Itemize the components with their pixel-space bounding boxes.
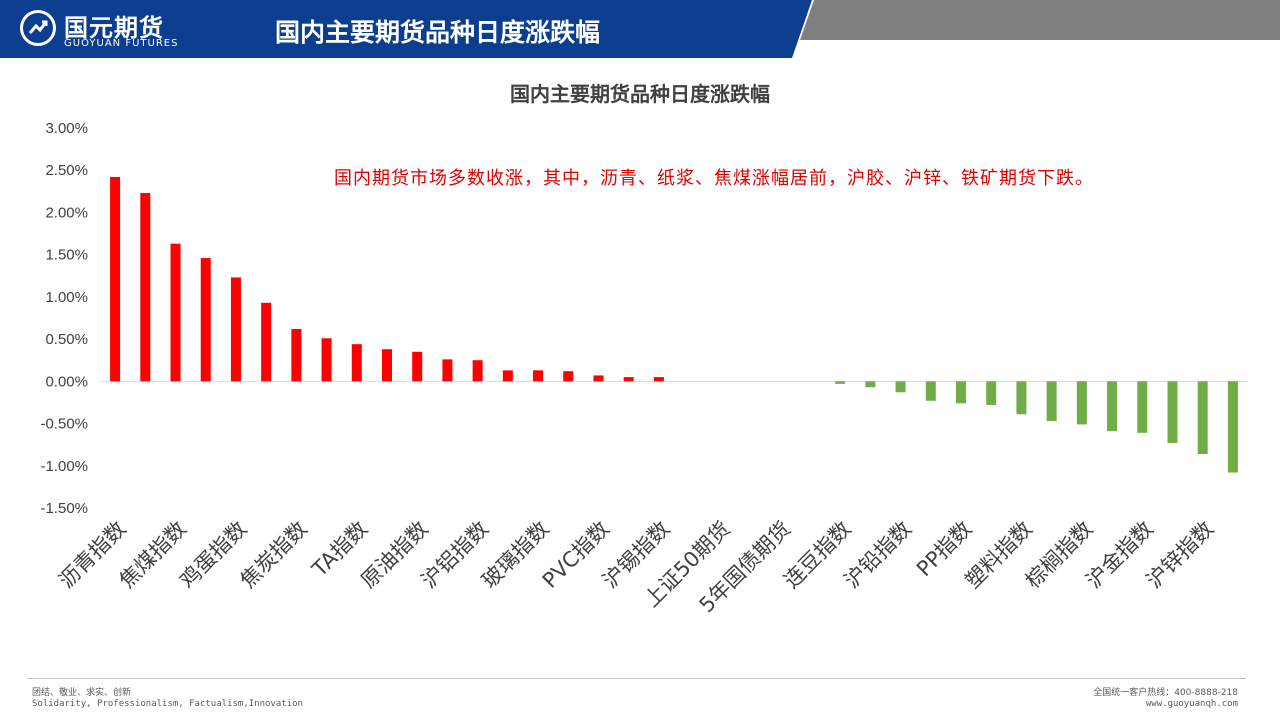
bar bbox=[502, 370, 513, 382]
footer-divider bbox=[28, 678, 1246, 679]
y-tick-label: 3.00% bbox=[45, 120, 88, 137]
bar bbox=[563, 371, 574, 382]
y-tick-label: 1.00% bbox=[45, 289, 88, 306]
y-tick-label: 2.00% bbox=[45, 204, 88, 221]
bar bbox=[170, 243, 181, 382]
bar bbox=[1227, 381, 1238, 473]
logo-circle-icon bbox=[20, 10, 56, 46]
bar bbox=[986, 381, 997, 405]
bar bbox=[956, 381, 966, 404]
page-title: 国内主要期货品种日度涨跌幅 bbox=[275, 18, 601, 47]
bar bbox=[472, 360, 483, 382]
bar bbox=[1076, 381, 1087, 425]
bar bbox=[110, 176, 121, 382]
y-tick-label: 0.50% bbox=[45, 331, 88, 348]
bar bbox=[653, 377, 664, 382]
header-blue-band bbox=[0, 0, 812, 58]
bar bbox=[623, 377, 634, 382]
footer-hotline: 全国统一客户热线：400-8888-218 bbox=[1093, 688, 1238, 698]
y-tick-label: -0.50% bbox=[40, 416, 88, 433]
header-gray-band bbox=[800, 0, 1280, 40]
x-tick-label: 沪铅指数 bbox=[840, 517, 916, 593]
bar bbox=[1046, 381, 1057, 422]
bar bbox=[442, 359, 453, 382]
bar bbox=[1137, 381, 1148, 433]
bar-chart: 3.00% 2.50% 2.00% 1.50% 1.00% 0.50% 0.00% -0.50… bbox=[40, 120, 1248, 617]
y-tick-label: 0.00% bbox=[45, 373, 88, 390]
bar bbox=[925, 381, 936, 401]
bar bbox=[1167, 381, 1178, 443]
bar bbox=[1197, 381, 1208, 454]
chart-annotation: 国内期货市场多数收涨，其中，沥青、纸浆、焦煤涨幅居前，沪胶、沪锌、铁矿期货下跌。 bbox=[334, 168, 1094, 189]
bar bbox=[1107, 381, 1118, 432]
bar bbox=[230, 277, 241, 382]
x-tick-label: 沪锌指数 bbox=[1142, 517, 1218, 593]
header-bar: 国元期货 GUOYUAN FUTURES 国内主要期货品种日度涨跌幅 bbox=[0, 0, 1280, 58]
company-logo[interactable]: 国元期货 GUOYUAN FUTURES bbox=[20, 8, 200, 52]
x-tick-label: 玻璃指数 bbox=[477, 517, 553, 593]
header-background bbox=[0, 0, 1280, 58]
footer-motto-cn: 团结、敬业、求实、创新 bbox=[32, 688, 132, 698]
y-tick-label: -1.50% bbox=[40, 500, 88, 517]
bar bbox=[412, 351, 423, 382]
bar bbox=[1016, 381, 1027, 415]
bar bbox=[382, 349, 392, 382]
bar bbox=[200, 258, 211, 382]
footer-motto-en: Solidarity, Professionalism, Factualism,… bbox=[32, 699, 303, 709]
chart-title: 国内主要期货品种日度涨跌幅 bbox=[510, 82, 770, 106]
bar bbox=[593, 375, 604, 382]
logo-english-name: GUOYUAN FUTURES bbox=[64, 38, 179, 49]
y-tick-label: -1.00% bbox=[40, 458, 88, 475]
logo-name: 国元期货 bbox=[64, 14, 164, 42]
y-tick-label: 2.50% bbox=[45, 162, 88, 179]
bar bbox=[261, 302, 272, 382]
bar bbox=[835, 381, 846, 384]
footer-website: www.guoyuanqh.com bbox=[1145, 699, 1238, 709]
bar bbox=[865, 381, 876, 388]
bar bbox=[351, 344, 362, 382]
bar bbox=[140, 193, 151, 382]
bar bbox=[533, 370, 544, 382]
bar bbox=[291, 328, 302, 382]
x-tick-label: 焦炭指数 bbox=[236, 517, 312, 593]
y-tick-label: 1.50% bbox=[45, 247, 88, 264]
bar bbox=[321, 338, 332, 382]
bar bbox=[895, 381, 906, 393]
